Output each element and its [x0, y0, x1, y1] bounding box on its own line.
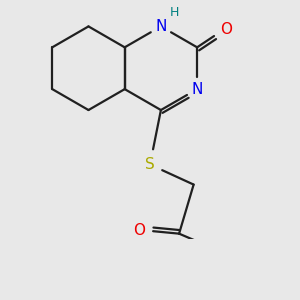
Text: H: H: [170, 6, 179, 19]
Text: O: O: [220, 22, 232, 37]
Text: O: O: [133, 223, 145, 238]
Text: S: S: [145, 157, 155, 172]
Text: N: N: [155, 19, 166, 34]
Text: N: N: [191, 82, 203, 97]
